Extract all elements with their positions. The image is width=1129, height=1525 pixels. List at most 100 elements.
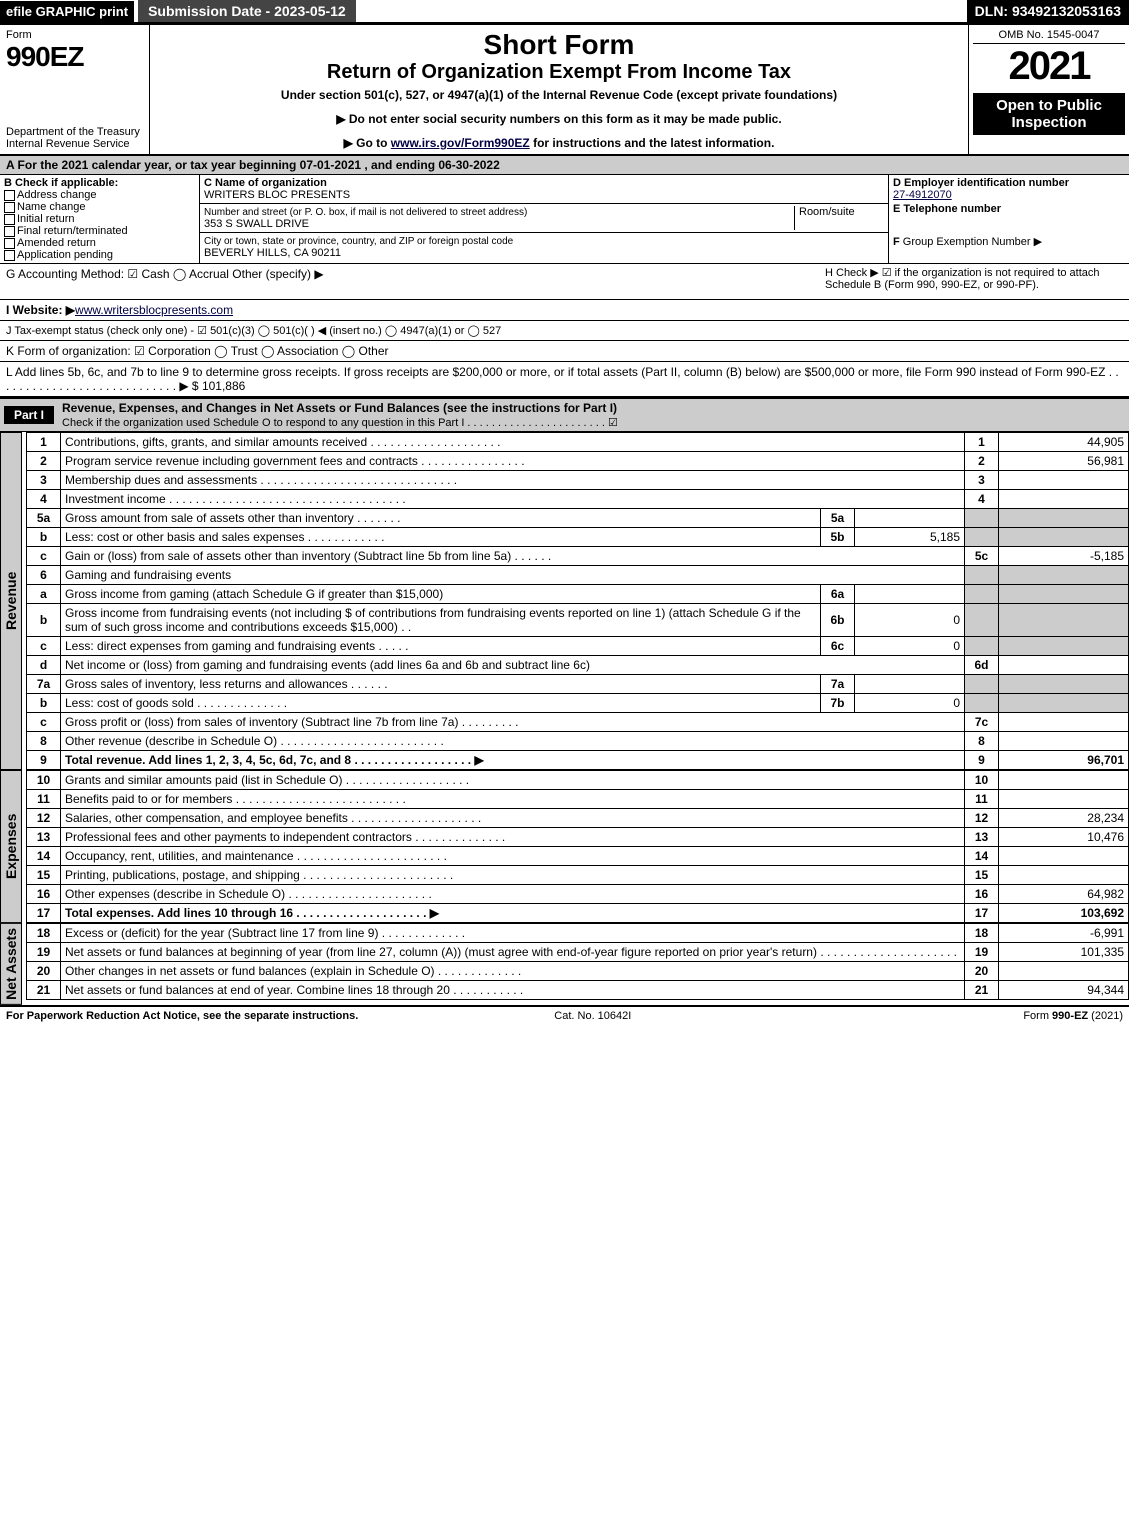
line-value: 44,905 xyxy=(999,433,1129,452)
line-number: 19 xyxy=(27,943,61,962)
line-value: 101,335 xyxy=(999,943,1129,962)
table-row: 18Excess or (deficit) for the year (Subt… xyxy=(27,924,1129,943)
ein-value[interactable]: 27-4912070 xyxy=(893,189,1125,201)
submission-date: Submission Date - 2023-05-12 xyxy=(138,0,356,22)
line-description: Less: cost of goods sold . . . . . . . .… xyxy=(61,694,821,713)
section-DEF: D Employer identification number 27-4912… xyxy=(889,175,1129,263)
subline-label: 6c xyxy=(821,637,855,656)
grey-cell xyxy=(965,528,999,547)
line-label: 7c xyxy=(965,713,999,732)
grey-cell xyxy=(999,675,1129,694)
title-short-form: Short Form xyxy=(156,29,962,61)
omb-number: OMB No. 1545-0047 xyxy=(973,29,1125,44)
F-group-exemption: F Group Exemption Number ▶ xyxy=(893,235,1125,248)
B-item: Amended return xyxy=(4,237,195,249)
line-label: 1 xyxy=(965,433,999,452)
subline-label: 6a xyxy=(821,585,855,604)
table-row: 11Benefits paid to or for members . . . … xyxy=(27,790,1129,809)
dln-label: DLN: 93492132053163 xyxy=(967,0,1129,22)
grey-cell xyxy=(965,637,999,656)
line-description: Contributions, gifts, grants, and simila… xyxy=(61,433,965,452)
subline-value: 0 xyxy=(855,694,965,713)
tax-year: 2021 xyxy=(973,44,1125,89)
line-value xyxy=(999,656,1129,675)
B-item-label: Amended return xyxy=(17,237,96,249)
line-value xyxy=(999,847,1129,866)
line-number: 20 xyxy=(27,962,61,981)
part-I-subtitle: Check if the organization used Schedule … xyxy=(62,417,618,429)
table-row: bLess: cost of goods sold . . . . . . . … xyxy=(27,694,1129,713)
org-city: BEVERLY HILLS, CA 90211 xyxy=(204,247,341,259)
note2-pre: ▶ Go to xyxy=(344,136,391,150)
row-K-org-form: K Form of organization: ☑ Corporation ◯ … xyxy=(0,341,1129,362)
line-description: Total revenue. Add lines 1, 2, 3, 4, 5c,… xyxy=(61,751,965,770)
subline-value: 0 xyxy=(855,637,965,656)
subline-label: 6b xyxy=(821,604,855,637)
grey-cell xyxy=(965,604,999,637)
line-number: d xyxy=(27,656,61,675)
line-number: 4 xyxy=(27,490,61,509)
line-number: b xyxy=(27,694,61,713)
line-number: c xyxy=(27,713,61,732)
title-return: Return of Organization Exempt From Incom… xyxy=(156,61,962,84)
line-label: 4 xyxy=(965,490,999,509)
irs-link[interactable]: www.irs.gov/Form990EZ xyxy=(391,136,530,150)
table-row: 13Professional fees and other payments t… xyxy=(27,828,1129,847)
line-description: Grants and similar amounts paid (list in… xyxy=(61,771,965,790)
D-ein-label: D Employer identification number xyxy=(893,177,1125,189)
line-value xyxy=(999,471,1129,490)
G-accounting-method: G Accounting Method: ☑ Cash ◯ Accrual Ot… xyxy=(6,267,324,281)
B-item-label: Name change xyxy=(17,201,86,213)
line-label: 5c xyxy=(965,547,999,566)
part-I-label: Part I xyxy=(4,406,54,424)
line-number: c xyxy=(27,637,61,656)
department-label: Department of the Treasury Internal Reve… xyxy=(6,126,143,150)
line-label: 12 xyxy=(965,809,999,828)
efile-label: efile GRAPHIC print xyxy=(0,1,134,22)
line-number: 8 xyxy=(27,732,61,751)
grey-cell xyxy=(999,694,1129,713)
line-description: Salaries, other compensation, and employ… xyxy=(61,809,965,828)
subtitle: Under section 501(c), 527, or 4947(a)(1)… xyxy=(156,88,962,102)
line-label: 13 xyxy=(965,828,999,847)
table-row: 12Salaries, other compensation, and empl… xyxy=(27,809,1129,828)
line-description: Printing, publications, postage, and shi… xyxy=(61,866,965,885)
table-row: 2Program service revenue including gover… xyxy=(27,452,1129,471)
grey-cell xyxy=(999,604,1129,637)
part-I-title: Revenue, Expenses, and Changes in Net As… xyxy=(62,401,617,415)
grey-cell xyxy=(999,637,1129,656)
website-link[interactable]: www.writersblocpresents.com xyxy=(75,303,233,317)
grey-cell xyxy=(965,566,999,585)
line-number: 17 xyxy=(27,904,61,923)
line-number: 3 xyxy=(27,471,61,490)
grey-cell xyxy=(965,509,999,528)
B-item: Final return/terminated xyxy=(4,225,195,237)
line-label: 10 xyxy=(965,771,999,790)
line-number: 15 xyxy=(27,866,61,885)
line-label: 9 xyxy=(965,751,999,770)
form-word: Form xyxy=(6,29,143,41)
line-description: Gross amount from sale of assets other t… xyxy=(61,509,821,528)
expenses-table: 10Grants and similar amounts paid (list … xyxy=(26,770,1129,923)
line-description: Gain or (loss) from sale of assets other… xyxy=(61,547,965,566)
grey-cell xyxy=(999,509,1129,528)
line-number: 9 xyxy=(27,751,61,770)
subline-value: 0 xyxy=(855,604,965,637)
line-label: 18 xyxy=(965,924,999,943)
table-row: 21Net assets or fund balances at end of … xyxy=(27,981,1129,1000)
line-number: b xyxy=(27,604,61,637)
line-value xyxy=(999,732,1129,751)
expenses-side-label: Expenses xyxy=(0,770,22,923)
H-schedule-B: H Check ▶ ☑ if the organization is not r… xyxy=(825,266,1125,291)
note2-post: for instructions and the latest informat… xyxy=(530,136,775,150)
line-number: 18 xyxy=(27,924,61,943)
row-G-H: G Accounting Method: ☑ Cash ◯ Accrual Ot… xyxy=(0,264,1129,300)
grey-cell xyxy=(999,528,1129,547)
line-description: Other changes in net assets or fund bala… xyxy=(61,962,965,981)
row-A-tax-year: A For the 2021 calendar year, or tax yea… xyxy=(0,156,1129,175)
line-value: 56,981 xyxy=(999,452,1129,471)
line-value xyxy=(999,713,1129,732)
line-label: 17 xyxy=(965,904,999,923)
grey-cell xyxy=(965,585,999,604)
table-row: 4Investment income . . . . . . . . . . .… xyxy=(27,490,1129,509)
